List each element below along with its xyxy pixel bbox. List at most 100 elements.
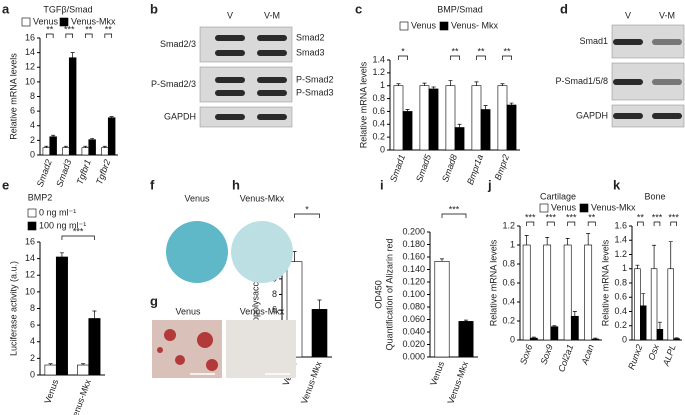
stain-spot bbox=[164, 329, 176, 341]
y-tick-label: 14 bbox=[25, 47, 35, 57]
blot-band bbox=[652, 79, 682, 85]
error-bar bbox=[657, 321, 662, 330]
bar bbox=[419, 85, 430, 151]
error-bar bbox=[90, 138, 95, 140]
significance-label: ** bbox=[451, 46, 459, 56]
x-tick-label: Venus bbox=[428, 360, 446, 387]
bar bbox=[656, 329, 664, 341]
blot-band bbox=[257, 90, 287, 96]
bar bbox=[480, 109, 491, 151]
blot-panel bbox=[199, 66, 293, 103]
legend-label: Venus- Mkx bbox=[451, 20, 499, 30]
blot-row-label: Smad2/3 bbox=[160, 39, 196, 49]
significance-label: ** bbox=[588, 212, 596, 222]
blot-band bbox=[257, 114, 287, 120]
lane-label: V-M bbox=[659, 10, 675, 20]
error-bar bbox=[44, 145, 49, 148]
y-axis-label: Relative mRNA levels bbox=[358, 61, 368, 148]
blot-panel bbox=[199, 26, 293, 63]
error-bar bbox=[552, 325, 557, 327]
bar bbox=[550, 326, 559, 341]
x-tick-label: Col2a1 bbox=[556, 343, 575, 373]
legend-swatch bbox=[21, 17, 31, 27]
bar bbox=[49, 136, 57, 156]
bar bbox=[68, 57, 77, 156]
error-bar bbox=[448, 80, 453, 86]
bar bbox=[529, 337, 538, 341]
chart-title: Bone bbox=[644, 191, 665, 201]
significance-bracket bbox=[670, 221, 677, 226]
legend-label: Venus bbox=[551, 202, 577, 212]
bar bbox=[77, 364, 90, 376]
chart-title: BMP/Smad bbox=[437, 4, 483, 14]
significance-bracket bbox=[637, 221, 644, 226]
blot-band bbox=[652, 39, 682, 45]
error-bar bbox=[524, 235, 529, 245]
y-tick-label: 6 bbox=[30, 106, 35, 116]
y-tick-label: 0.140 bbox=[402, 264, 425, 274]
y-tick-label: 1 bbox=[510, 239, 515, 249]
chart-title: BMP2 bbox=[28, 192, 53, 202]
x-tick-label: Venus bbox=[42, 378, 60, 405]
y-axis-label: Relative mRNA levels bbox=[488, 239, 498, 326]
significance-label: *** bbox=[73, 226, 84, 236]
x-tick-label: Venus-Mkx bbox=[68, 378, 93, 415]
error-bar bbox=[457, 123, 462, 128]
y-tick-label: 6 bbox=[272, 305, 277, 315]
x-tick-label: Tgfbr1 bbox=[75, 158, 93, 186]
significance-label: *** bbox=[64, 24, 75, 34]
y-tick-label: 1.2 bbox=[614, 249, 627, 259]
legend-swatch bbox=[27, 221, 37, 231]
bar bbox=[591, 338, 600, 341]
y-tick-label: 2 bbox=[30, 135, 35, 145]
y-tick-label: 0.120 bbox=[402, 276, 425, 286]
panel-letter: k bbox=[613, 177, 621, 192]
blot-band bbox=[257, 35, 287, 41]
bar bbox=[107, 117, 116, 156]
y-tick-label: 0.2 bbox=[502, 315, 515, 325]
y-tick-label: 1.4 bbox=[372, 54, 385, 64]
blot-band bbox=[613, 113, 643, 119]
bar bbox=[454, 127, 465, 151]
blot-row-label: P-Smad1/5/8 bbox=[555, 76, 608, 86]
band-label: Smad2 bbox=[296, 32, 325, 42]
significance-label: ** bbox=[477, 46, 485, 56]
y-tick-label: 0 bbox=[30, 369, 35, 379]
bar bbox=[634, 268, 641, 341]
blot-band bbox=[215, 35, 245, 41]
bar bbox=[88, 139, 96, 156]
x-tick-label: Venus-Mkx bbox=[445, 360, 470, 406]
significance-bracket bbox=[546, 221, 555, 226]
blot-band bbox=[613, 39, 643, 45]
blot-band bbox=[215, 77, 245, 83]
error-bar bbox=[92, 310, 97, 319]
bar bbox=[62, 147, 70, 156]
bar bbox=[471, 85, 482, 151]
blot-band bbox=[215, 90, 245, 96]
y-tick-label: 8 bbox=[30, 91, 35, 101]
error-bar bbox=[635, 264, 640, 269]
blot-row-label: Smad1 bbox=[579, 36, 608, 46]
error-bar bbox=[405, 109, 410, 112]
significance-label: *** bbox=[668, 212, 679, 222]
significance-label: *** bbox=[566, 212, 577, 222]
y-tick-label: 0.2 bbox=[614, 320, 627, 330]
blot-band bbox=[215, 114, 245, 120]
legend-swatch bbox=[27, 208, 37, 218]
significance-label: *** bbox=[449, 204, 460, 214]
error-bar bbox=[586, 233, 591, 245]
y-tick-label: 4 bbox=[30, 336, 35, 346]
legend-swatch bbox=[579, 203, 589, 213]
y-tick-label: 0.020 bbox=[402, 339, 425, 349]
y-tick-label: 0 bbox=[380, 144, 385, 154]
significance-bracket bbox=[502, 55, 512, 60]
blot-band bbox=[257, 50, 287, 56]
bar bbox=[563, 244, 572, 341]
stain-spot bbox=[197, 332, 213, 348]
y-tick-label: 1.2 bbox=[502, 220, 515, 230]
y-tick-label: 16 bbox=[25, 32, 35, 42]
significance-label: *** bbox=[652, 212, 663, 222]
significance-bracket bbox=[653, 221, 661, 226]
blot-panel bbox=[199, 106, 293, 128]
